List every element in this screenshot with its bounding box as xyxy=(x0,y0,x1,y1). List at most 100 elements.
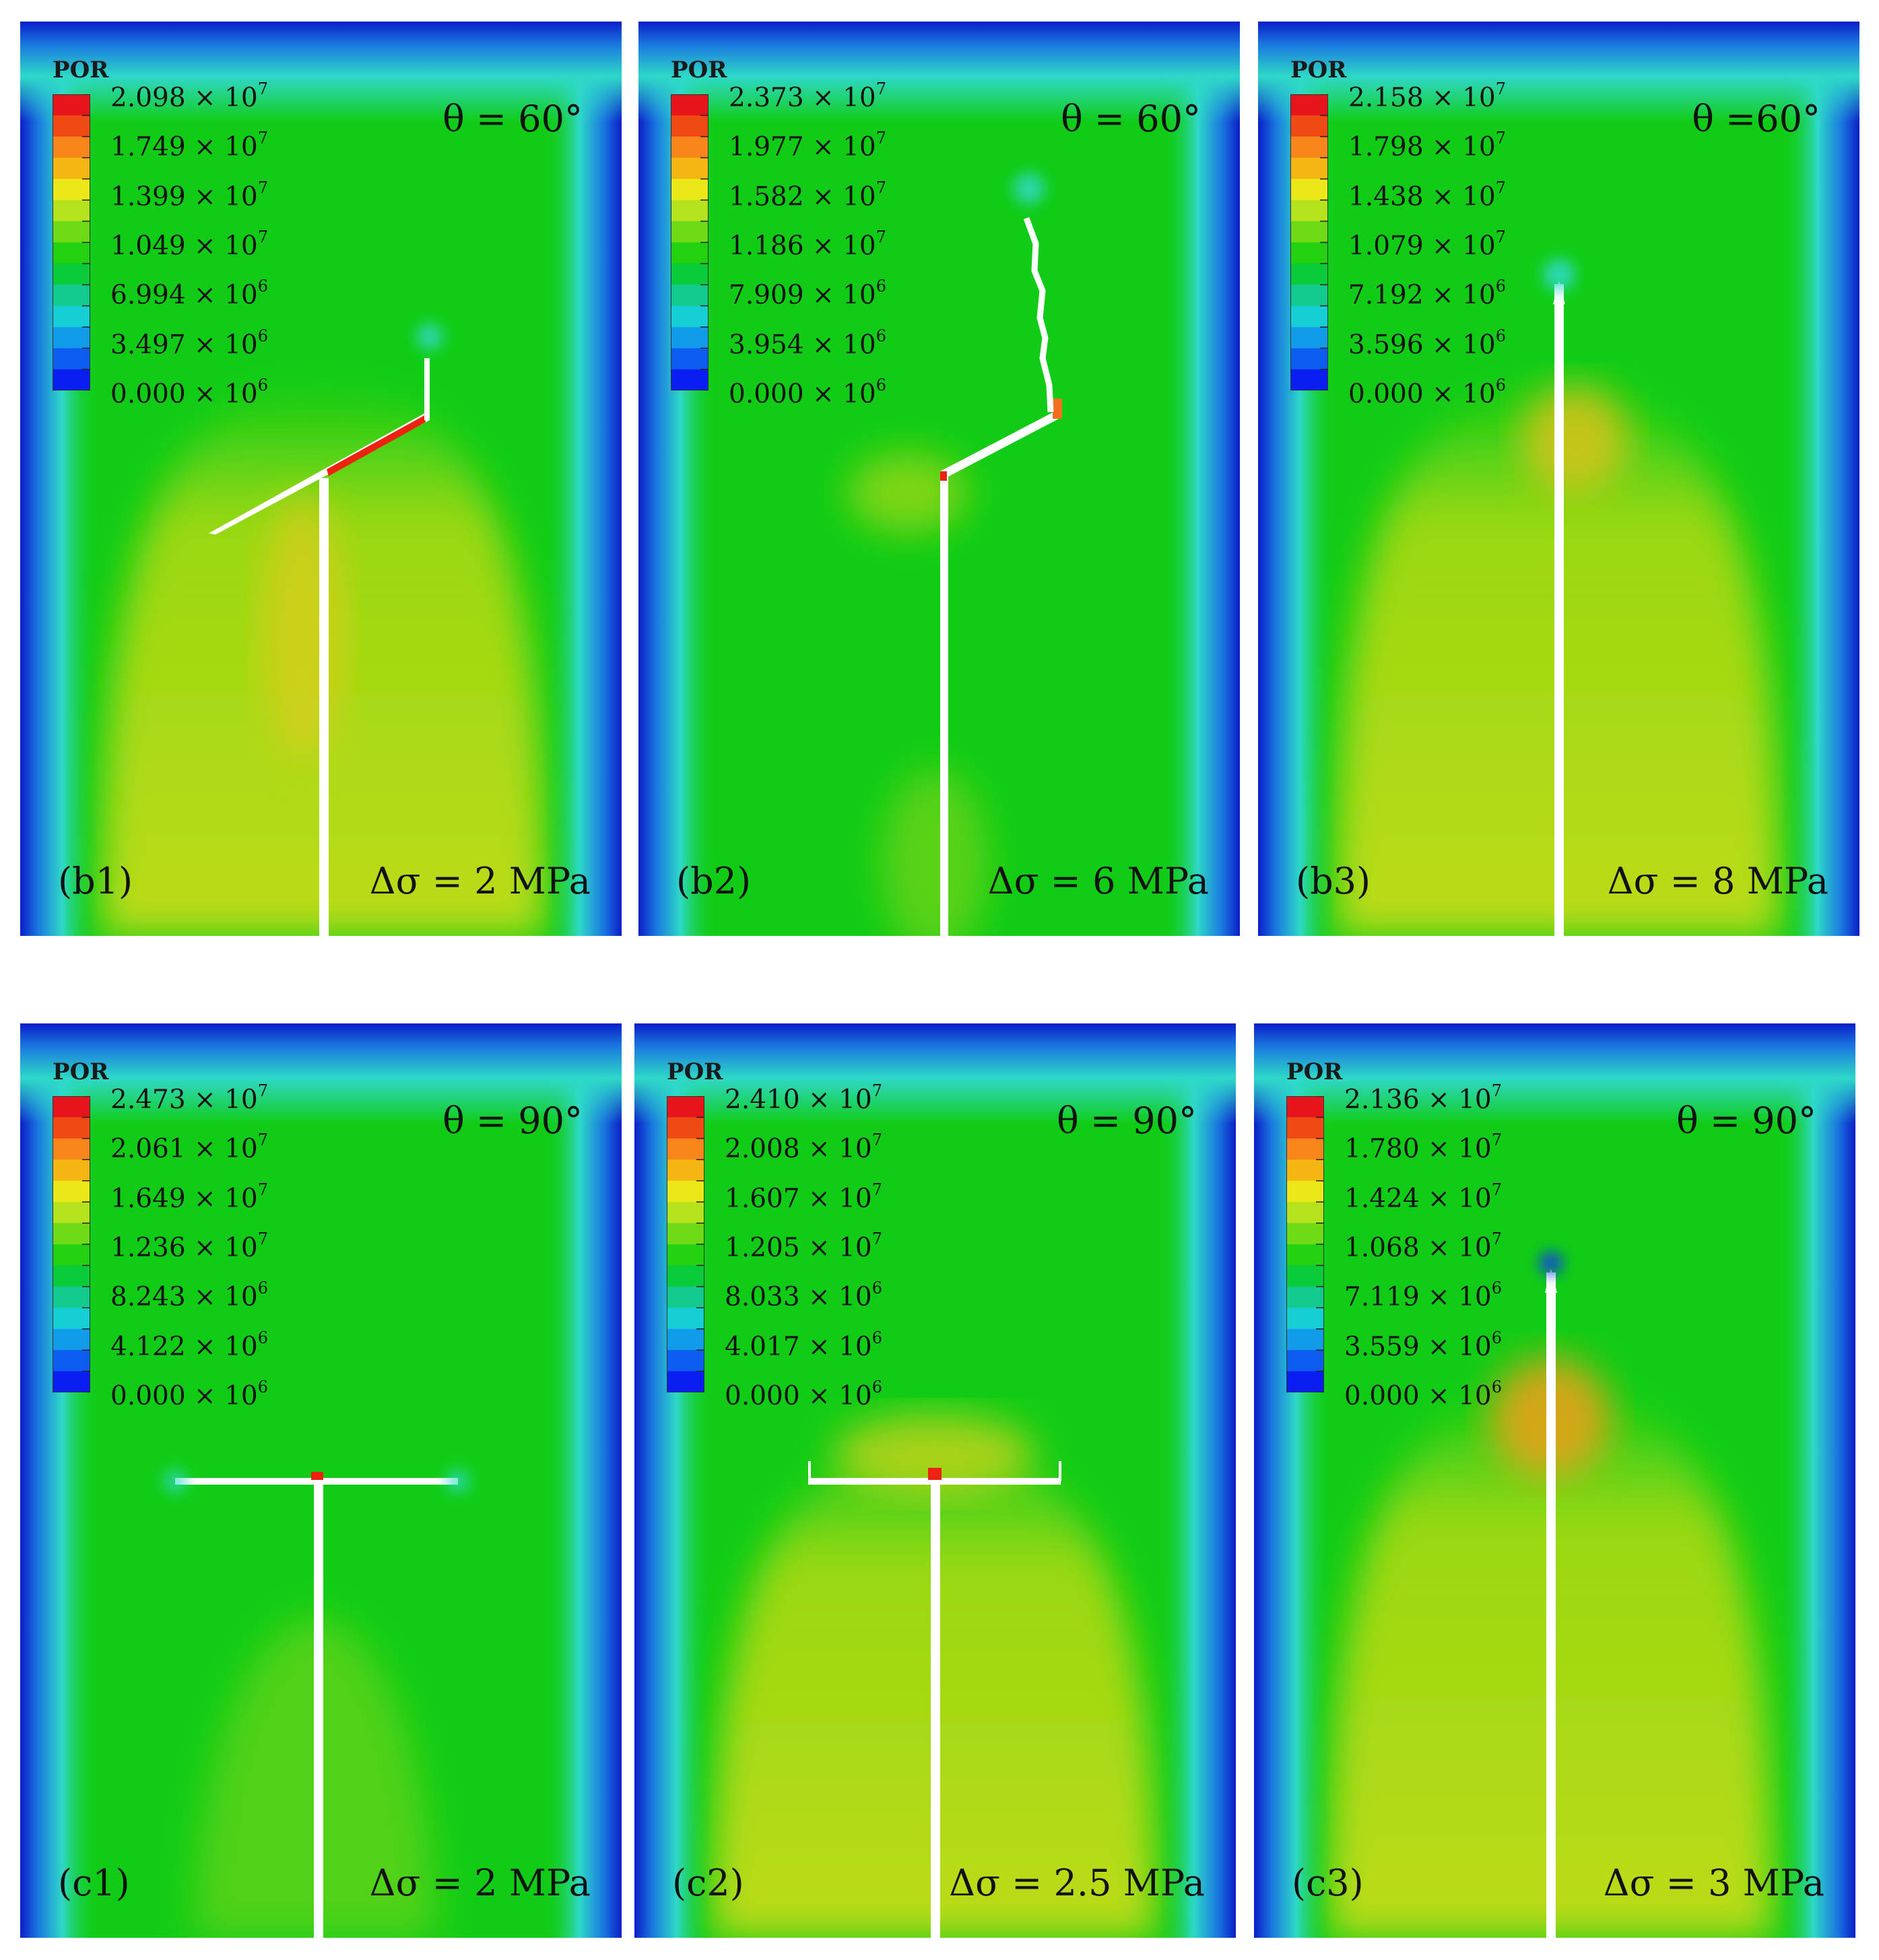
colorbar-tick-label: 0.000 × 106 xyxy=(729,376,887,409)
colorbar-band xyxy=(53,1350,90,1372)
colorbar-tick-label: 7.909 × 106 xyxy=(729,277,887,311)
colorbar xyxy=(53,1096,90,1392)
colorbar-tick-label: 2.373 × 107 xyxy=(729,79,887,113)
colorbar-band xyxy=(667,1265,704,1287)
colorbar-band xyxy=(671,284,708,306)
panel-label: (c3) xyxy=(1292,1862,1364,1904)
colorbar-tick-label: 0.000 × 106 xyxy=(1344,1378,1503,1411)
colorbar-band xyxy=(53,158,90,180)
colorbar-tick-label: 3.596 × 106 xyxy=(1348,326,1507,360)
colorbar-band xyxy=(53,200,90,222)
colorbar-tick-label: 2.098 × 107 xyxy=(110,79,269,113)
colorbar-band xyxy=(1286,1308,1324,1330)
colorbar-band xyxy=(53,1223,90,1245)
colorbar-tick-label: 1.424 × 107 xyxy=(1344,1180,1503,1214)
panel-label: (b1) xyxy=(58,860,133,902)
colorbar-band xyxy=(1290,327,1328,349)
colorbar-band xyxy=(1290,94,1328,116)
colorbar-band xyxy=(1286,1159,1324,1182)
approach-angle-label: θ = 60° xyxy=(1061,98,1201,140)
colorbar-tick-label: 1.582 × 107 xyxy=(729,178,887,212)
panel-c3: POR 2.136 × 107 1.780 × 107 1.424 × 107 1.06… xyxy=(1254,1023,1855,1938)
colorbar-band xyxy=(671,348,708,370)
colorbar-band xyxy=(667,1328,704,1351)
panel-b2: POR 2.373 × 107 1.977 × 107 1.582 × 107 1.18… xyxy=(638,22,1240,936)
colorbar-tick-label: 0.000 × 106 xyxy=(110,1378,269,1411)
colorbar-band xyxy=(667,1350,704,1372)
stress-difference-label: Δσ = 2.5 MPa xyxy=(949,1862,1205,1904)
colorbar-band xyxy=(53,306,90,328)
colorbar-band xyxy=(1286,1265,1324,1287)
colorbar-band xyxy=(671,263,708,285)
colorbar-tick-label: 1.438 × 107 xyxy=(1348,178,1507,212)
colorbar-band xyxy=(1290,136,1328,158)
legend-title: POR xyxy=(1290,57,1347,83)
colorbar-band xyxy=(1286,1371,1324,1392)
legend-title: POR xyxy=(53,57,109,83)
stress-difference-label: Δσ = 2 MPa xyxy=(369,1862,591,1904)
colorbar-band xyxy=(667,1159,704,1182)
colorbar-band xyxy=(53,1117,90,1139)
colorbar-tick-label: 2.008 × 107 xyxy=(725,1130,883,1165)
colorbar-band xyxy=(671,242,708,265)
approach-angle-label: θ = 90° xyxy=(1676,1100,1816,1142)
panel-label: (c1) xyxy=(58,1862,130,1904)
colorbar-band xyxy=(1286,1180,1324,1203)
colorbar-band xyxy=(53,94,90,116)
colorbar xyxy=(1286,1096,1324,1392)
colorbar-band xyxy=(53,1096,90,1118)
colorbar-band xyxy=(1290,306,1328,328)
colorbar-band xyxy=(1286,1223,1324,1245)
panel-label: (b3) xyxy=(1296,860,1371,902)
stress-difference-label: Δσ = 6 MPa xyxy=(987,860,1209,902)
colorbar-band xyxy=(53,1286,90,1308)
approach-angle-label: θ = 90° xyxy=(442,1100,583,1142)
colorbar-band xyxy=(671,94,708,116)
colorbar-band xyxy=(53,1265,90,1287)
colorbar-band xyxy=(667,1371,704,1392)
stress-difference-label: Δσ = 2 MPa xyxy=(369,860,591,902)
stress-difference-label: Δσ = 8 MPa xyxy=(1607,860,1828,902)
legend-title: POR xyxy=(1286,1058,1343,1085)
colorbar-band xyxy=(53,1138,90,1160)
colorbar-band xyxy=(53,369,90,391)
colorbar-band xyxy=(53,348,90,370)
colorbar-band xyxy=(667,1138,704,1160)
colorbar xyxy=(1290,94,1328,391)
colorbar-band xyxy=(53,284,90,306)
colorbar-band xyxy=(1290,242,1328,265)
colorbar-band xyxy=(667,1117,704,1139)
colorbar-band xyxy=(671,178,708,201)
pore-pressure-field xyxy=(20,1023,622,1938)
colorbar-tick-label: 2.473 × 107 xyxy=(110,1081,269,1115)
colorbar-tick-label: 3.954 × 106 xyxy=(729,326,887,360)
colorbar-tick-label: 0.000 × 106 xyxy=(110,376,269,409)
approach-angle-label: θ = 60° xyxy=(442,98,583,140)
colorbar-band xyxy=(667,1286,704,1308)
colorbar-band xyxy=(1290,115,1328,137)
panel-label: (b2) xyxy=(676,860,752,902)
colorbar-tick-label: 1.649 × 107 xyxy=(110,1180,269,1214)
colorbar-tick-label: 1.399 × 107 xyxy=(110,178,269,212)
colorbar-band xyxy=(53,1308,90,1330)
fracture xyxy=(1553,280,1565,936)
colorbar-band xyxy=(53,1180,90,1203)
fracture xyxy=(209,358,430,936)
colorbar-tick-label: 1.607 × 107 xyxy=(725,1180,883,1214)
colorbar xyxy=(53,94,90,391)
colorbar-tick-label: 1.186 × 107 xyxy=(729,228,887,261)
colorbar-tick-label: 8.033 × 106 xyxy=(725,1279,883,1313)
colorbar-tick-label: 3.497 × 106 xyxy=(110,326,269,360)
panel-b3: POR 2.158 × 107 1.798 × 107 1.438 × 107 1.07… xyxy=(1258,22,1859,936)
colorbar-tick-label: 2.061 × 107 xyxy=(110,1130,269,1165)
panel-c1: POR 2.473 × 107 2.061 × 107 1.649 × 107 1.23… xyxy=(20,1023,622,1938)
stress-difference-label: Δσ = 3 MPa xyxy=(1603,1862,1824,1904)
panel-c2: POR 2.410 × 107 2.008 × 107 1.607 × 107 1.20… xyxy=(634,1023,1236,1938)
colorbar-tick-label: 2.410 × 107 xyxy=(725,1081,883,1115)
colorbar-tick-label: 0.000 × 106 xyxy=(725,1378,883,1411)
fracture xyxy=(808,1461,1061,1938)
colorbar-tick-label: 1.049 × 107 xyxy=(110,228,269,261)
colorbar-band xyxy=(53,1244,90,1266)
colorbar-tick-label: 3.559 × 106 xyxy=(1344,1328,1503,1362)
pore-pressure-field xyxy=(1254,1023,1855,1938)
